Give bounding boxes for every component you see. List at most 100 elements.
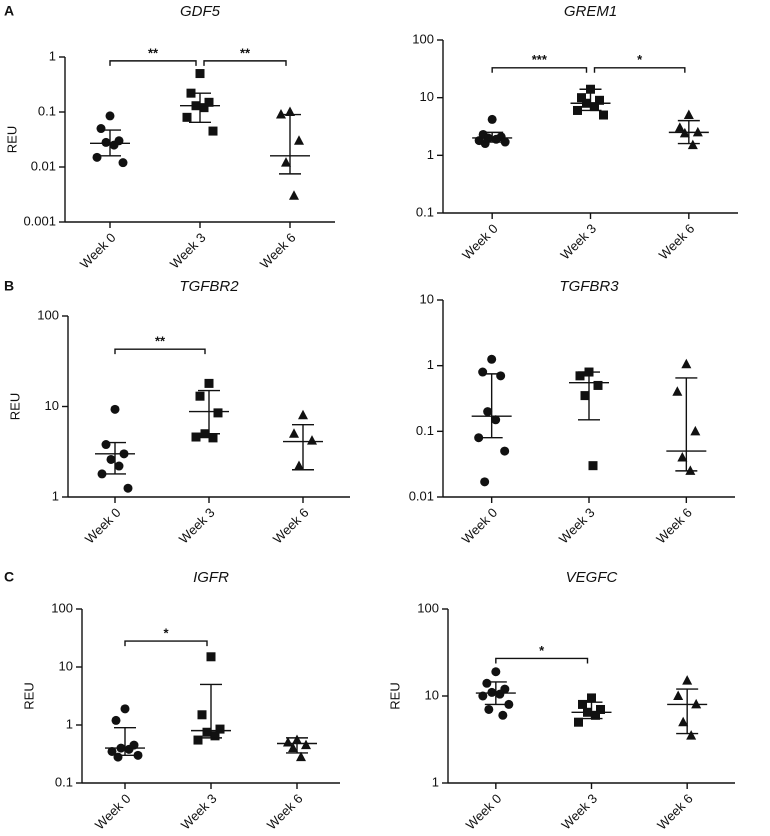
- y-tick-label: 0.1: [416, 204, 434, 219]
- x-tick-label: Week 6: [264, 791, 306, 833]
- data-point: [191, 432, 201, 442]
- significance-label: *: [163, 626, 169, 641]
- significance-label: *: [637, 52, 643, 67]
- data-point: [593, 380, 603, 390]
- y-tick-label: 0.1: [416, 423, 434, 438]
- data-point: [285, 106, 295, 116]
- data-point: [199, 103, 209, 113]
- data-point: [215, 724, 225, 734]
- data-point: [109, 140, 119, 150]
- data-point: [691, 698, 702, 709]
- data-point: [195, 391, 205, 401]
- data-point: [120, 704, 130, 714]
- data-point: [591, 710, 600, 720]
- chart-title: GREM1: [564, 3, 617, 20]
- significance-bracket: [114, 348, 206, 355]
- data-point: [498, 710, 508, 720]
- data-point: [182, 112, 192, 122]
- y-tick-label: 10: [420, 291, 434, 306]
- data-point: [105, 111, 115, 121]
- data-point: [204, 97, 214, 107]
- y-tick-label: 0.01: [409, 488, 434, 503]
- data-point: [678, 716, 689, 727]
- data-point: [674, 122, 685, 132]
- data-point: [599, 110, 608, 120]
- x-tick-label: Week 0: [463, 791, 505, 833]
- significance-label: **: [155, 334, 166, 349]
- y-tick-label: 10: [425, 687, 439, 702]
- data-point: [491, 415, 501, 425]
- data-point: [687, 139, 698, 150]
- data-point: [484, 704, 494, 714]
- significance-bracket: [124, 640, 208, 647]
- data-point: [487, 114, 497, 124]
- x-tick-label: Week 3: [167, 230, 209, 272]
- data-point: [289, 428, 299, 438]
- data-point: [213, 408, 223, 418]
- y-axis-label: REU: [21, 682, 36, 709]
- data-point: [575, 371, 585, 381]
- data-point: [123, 483, 133, 493]
- significance-label: **: [240, 45, 251, 60]
- y-axis-label: REU: [4, 126, 19, 153]
- y-tick-label: 100: [412, 31, 434, 46]
- data-point: [480, 139, 490, 149]
- panel-letter: B: [4, 278, 14, 294]
- data-point: [208, 126, 218, 136]
- y-tick-label: 0.01: [31, 158, 56, 173]
- data-point: [193, 735, 203, 745]
- data-point: [482, 678, 492, 688]
- data-point: [101, 137, 111, 147]
- data-point: [276, 109, 286, 119]
- data-point: [195, 69, 205, 79]
- x-tick-label: Week 3: [176, 505, 218, 547]
- data-point: [289, 190, 299, 200]
- data-point: [296, 751, 306, 762]
- chart-title: TGFBR3: [559, 278, 619, 295]
- chart-title: IGFR: [193, 569, 229, 586]
- data-point: [504, 699, 514, 709]
- data-point: [298, 409, 308, 420]
- y-tick-label: 1: [427, 357, 434, 372]
- data-point: [301, 739, 311, 750]
- data-point: [124, 744, 134, 754]
- y-tick-label: 10: [45, 398, 59, 413]
- data-point: [97, 469, 107, 479]
- y-tick-label: 1: [52, 488, 59, 503]
- data-point: [683, 109, 694, 120]
- significance-bracket: [109, 60, 197, 66]
- data-point: [587, 693, 596, 703]
- y-tick-label: 1: [66, 716, 73, 731]
- data-point: [480, 477, 490, 487]
- chart-title: GDF5: [180, 3, 221, 20]
- data-point: [673, 690, 684, 700]
- data-point: [500, 446, 510, 456]
- data-point: [114, 461, 124, 471]
- data-point: [113, 752, 123, 762]
- data-point: [588, 461, 598, 471]
- data-point: [202, 727, 212, 737]
- y-tick-label: 10: [420, 89, 434, 104]
- data-point: [474, 433, 484, 443]
- data-point: [574, 717, 583, 727]
- significance-bracket: [203, 60, 287, 66]
- y-tick-label: 1: [49, 48, 56, 63]
- data-point: [573, 105, 582, 115]
- data-point: [106, 454, 116, 464]
- data-point: [288, 742, 298, 753]
- x-tick-label: Week 0: [77, 230, 119, 272]
- data-point: [590, 102, 599, 112]
- data-point: [210, 731, 220, 741]
- x-tick-label: Week 0: [459, 221, 501, 263]
- data-point: [577, 93, 586, 103]
- y-tick-label: 10: [59, 658, 73, 673]
- data-point: [204, 378, 214, 388]
- data-point: [500, 137, 510, 147]
- data-point: [681, 358, 692, 369]
- data-point: [690, 425, 701, 436]
- data-point: [682, 675, 693, 685]
- data-point: [478, 367, 488, 377]
- data-point: [281, 157, 291, 167]
- y-tick-label: 100: [417, 600, 439, 615]
- x-tick-label: Week 3: [556, 505, 598, 547]
